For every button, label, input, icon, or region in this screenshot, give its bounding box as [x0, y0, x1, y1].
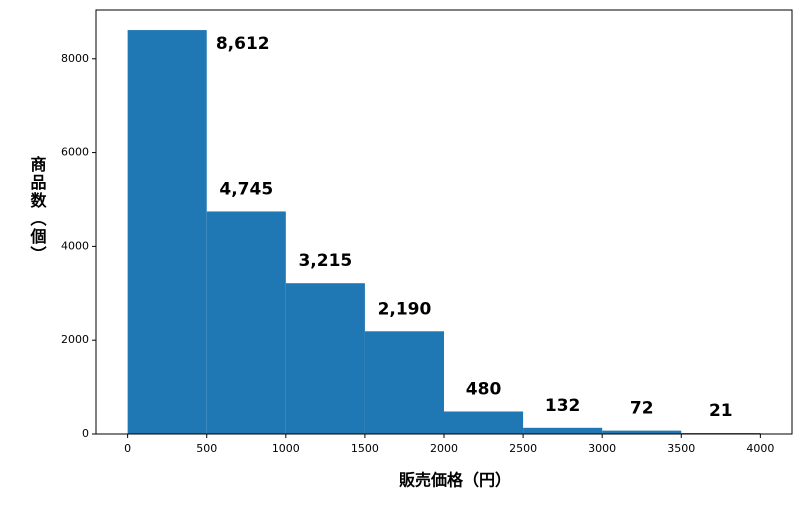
value-label: 132 — [545, 396, 581, 416]
y-tick-label: 4000 — [61, 239, 89, 252]
x-tick-label: 3000 — [588, 442, 616, 455]
value-label: 8,612 — [216, 34, 270, 54]
x-tick-label: 3500 — [667, 442, 695, 455]
x-axis-label: 販売価格（円） — [399, 471, 511, 490]
y-tick-label: 0 — [82, 427, 89, 440]
y-axis-label: 商品数（個） — [28, 155, 48, 264]
bar — [444, 411, 524, 434]
bar — [523, 427, 603, 434]
bar — [285, 283, 365, 434]
y-tick-label: 2000 — [61, 333, 89, 346]
value-label: 72 — [630, 399, 654, 419]
x-tick-label: 4000 — [746, 442, 774, 455]
bar — [602, 430, 682, 434]
value-label: 2,190 — [378, 299, 432, 319]
y-tick-label: 8000 — [61, 52, 89, 65]
x-tick-label: 500 — [196, 442, 217, 455]
x-tick-label: 1000 — [272, 442, 300, 455]
value-label: 480 — [466, 379, 502, 399]
bar — [127, 30, 207, 434]
y-tick-label: 6000 — [61, 146, 89, 159]
value-label: 21 — [709, 401, 733, 421]
x-tick-label: 1500 — [351, 442, 379, 455]
x-tick-label: 2500 — [509, 442, 537, 455]
x-tick-label: 0 — [124, 442, 131, 455]
bar — [364, 331, 444, 434]
value-label: 4,745 — [219, 179, 273, 199]
value-label: 3,215 — [298, 251, 352, 271]
x-tick-label: 2000 — [430, 442, 458, 455]
bar — [206, 211, 286, 434]
